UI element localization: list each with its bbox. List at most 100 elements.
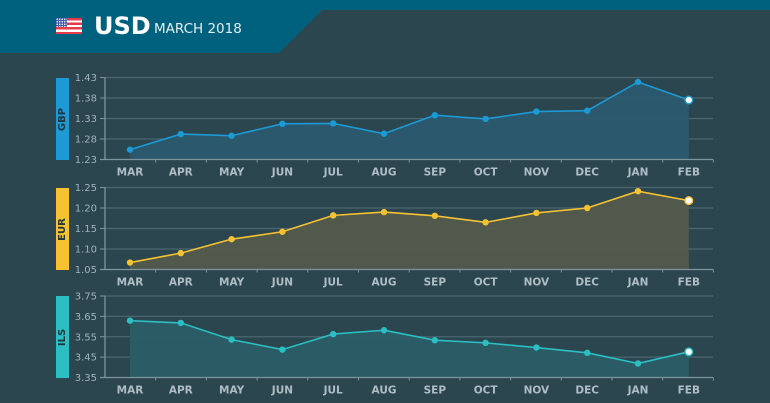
ils-xtick-label: JUN bbox=[271, 385, 293, 397]
gbp-point bbox=[279, 120, 286, 128]
gbp-xtick-label: JUL bbox=[323, 167, 343, 179]
ils-xtick-label: FEB bbox=[678, 385, 700, 397]
eur-point bbox=[228, 235, 235, 243]
eur-xtick-label: FEB bbox=[678, 277, 700, 289]
ils-point bbox=[330, 330, 337, 338]
gbp-ytick-label: 1.38 bbox=[75, 94, 97, 105]
gbp-ytick-label: 1.28 bbox=[75, 135, 97, 146]
eur-xtick-label: JAN bbox=[627, 277, 649, 289]
gbp-xtick-label: JUN bbox=[271, 167, 293, 179]
gbp-xtick-label: FEB bbox=[678, 167, 700, 179]
eur-xtick-label: JUN bbox=[271, 277, 293, 289]
currency-title: USD bbox=[94, 12, 151, 40]
ils-point bbox=[279, 346, 286, 353]
ils-area bbox=[130, 320, 689, 378]
gbp-point bbox=[584, 107, 591, 114]
ils-point bbox=[228, 336, 235, 343]
eur-xtick-label: SEP bbox=[424, 277, 447, 289]
ils-xtick-label: MAY bbox=[219, 385, 245, 397]
eur-ytick-label: 1.25 bbox=[75, 183, 97, 194]
gbp-point bbox=[431, 112, 438, 119]
gbp-xtick-label: APR bbox=[169, 167, 193, 179]
ils-point bbox=[177, 319, 184, 327]
eur-xtick-label: NOV bbox=[524, 277, 550, 289]
eur-area bbox=[130, 191, 689, 270]
gbp-point bbox=[330, 120, 337, 127]
ils-point bbox=[634, 360, 642, 367]
ils-xtick-label: JAN bbox=[627, 385, 649, 397]
ils-xtick-label: JUL bbox=[323, 385, 343, 397]
gbp-xtick-label: SEP bbox=[424, 167, 447, 179]
ils-xtick-label: MAR bbox=[117, 385, 144, 397]
period-label: MARCH 2018 bbox=[154, 21, 242, 37]
eur-xtick-label: MAY bbox=[219, 277, 245, 289]
ils-point bbox=[584, 349, 591, 357]
us-flag-icon bbox=[56, 18, 82, 34]
eur-xtick-label: JUL bbox=[323, 277, 343, 289]
ils-ytick-label: 3.75 bbox=[75, 292, 97, 303]
gbp-xtick-label: AUG bbox=[372, 167, 397, 179]
gbp-xtick-label: MAY bbox=[219, 167, 245, 179]
ils-point bbox=[533, 344, 540, 351]
gbp-ytick-label: 1.43 bbox=[75, 73, 97, 84]
ils-ytick-label: 3.35 bbox=[75, 373, 97, 384]
header-strip bbox=[0, 0, 770, 10]
eur-ytick-label: 1.20 bbox=[75, 204, 97, 215]
gbp-xtick-label: NOV bbox=[524, 167, 550, 179]
ils-ytick-label: 3.65 bbox=[75, 312, 97, 323]
eur-point bbox=[330, 212, 337, 219]
ils-point-current bbox=[684, 347, 694, 357]
ils-xtick-label: DEC bbox=[575, 385, 599, 397]
flag-canton bbox=[56, 18, 67, 27]
gbp-point bbox=[482, 115, 489, 123]
eur-point bbox=[584, 204, 591, 212]
gbp-ytick-label: 1.23 bbox=[75, 155, 97, 166]
gbp-point bbox=[380, 130, 388, 137]
eur-point bbox=[634, 187, 642, 195]
ils-xtick-label: OCT bbox=[474, 385, 499, 397]
ils-xtick-label: SEP bbox=[424, 385, 447, 397]
gbp-point bbox=[126, 146, 134, 153]
eur-point bbox=[279, 228, 286, 235]
eur-xtick-label: APR bbox=[169, 277, 193, 289]
ils-ytick-label: 3.45 bbox=[75, 353, 97, 364]
eur-point bbox=[380, 208, 388, 216]
gbp-badge: GBP bbox=[56, 78, 69, 160]
ils-ytick-label: 3.55 bbox=[75, 332, 97, 343]
gbp-xtick-label: JAN bbox=[627, 167, 649, 179]
ils-xtick-label: APR bbox=[169, 385, 193, 397]
header-tab bbox=[0, 0, 322, 53]
gbp-line bbox=[129, 81, 690, 151]
ils-line bbox=[129, 319, 689, 365]
gbp-xtick-label: DEC bbox=[575, 167, 599, 179]
eur-point-current bbox=[684, 196, 694, 206]
eur-line bbox=[129, 190, 689, 264]
eur-xtick-label: AUG bbox=[372, 277, 397, 289]
ils-point bbox=[482, 339, 489, 347]
ils-badge: ILS bbox=[56, 296, 69, 378]
gbp-area bbox=[130, 82, 689, 160]
eur-point bbox=[431, 212, 438, 219]
gbp-xtick-label: OCT bbox=[474, 167, 499, 179]
eur-ytick-label: 1.10 bbox=[75, 245, 97, 256]
ils-xtick-label: AUG bbox=[372, 385, 397, 397]
gbp-xtick-label: MAR bbox=[117, 167, 144, 179]
gbp-ytick-label: 1.33 bbox=[75, 114, 97, 125]
eur-point bbox=[126, 259, 134, 266]
eur-point bbox=[533, 209, 540, 217]
ils-point bbox=[126, 317, 134, 324]
eur-ytick-label: 1.15 bbox=[75, 224, 97, 235]
eur-xtick-label: OCT bbox=[474, 277, 499, 289]
gbp-point bbox=[177, 130, 184, 138]
ils-point bbox=[380, 327, 388, 334]
eur-point bbox=[482, 219, 489, 226]
gbp-point bbox=[228, 132, 235, 139]
ils-xtick-label: NOV bbox=[524, 385, 550, 397]
eur-badge: EUR bbox=[56, 188, 69, 270]
gbp-point-current bbox=[684, 95, 694, 105]
ils-point bbox=[431, 337, 438, 344]
eur-ytick-label: 1.05 bbox=[75, 265, 97, 276]
gbp-point bbox=[533, 108, 540, 115]
eur-point bbox=[177, 249, 184, 257]
